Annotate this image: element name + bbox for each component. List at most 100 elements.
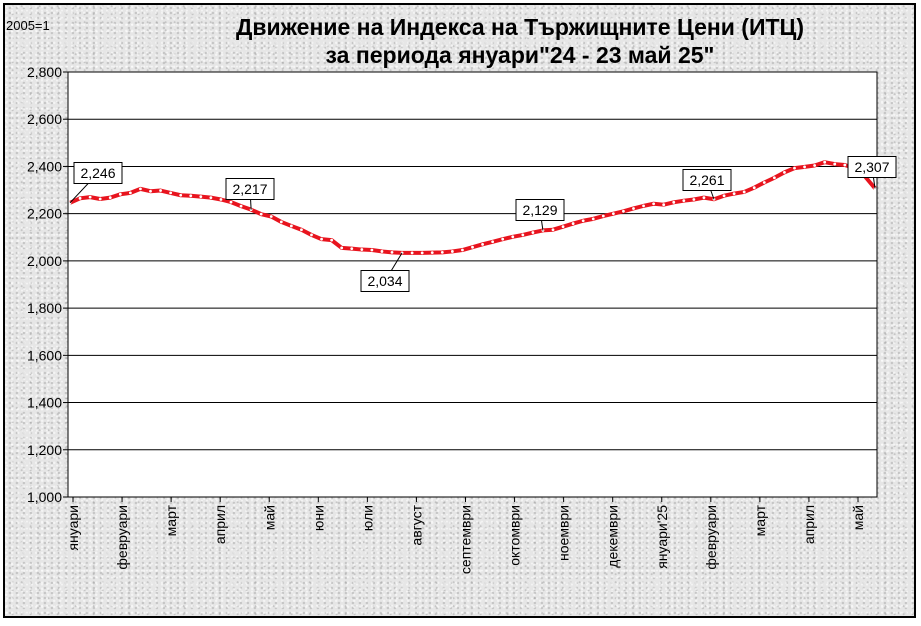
data-point: [662, 203, 666, 207]
data-point: [98, 197, 102, 201]
y-tick-label: 2,000: [27, 253, 62, 269]
y-tick-label: 2,800: [27, 64, 62, 80]
data-point: [611, 212, 615, 216]
data-point: [692, 198, 696, 201]
data-label: 2,034: [367, 273, 402, 289]
series-group: [68, 160, 877, 255]
data-label-box: [360, 270, 410, 292]
data-point: [672, 200, 676, 204]
data-point: [360, 248, 364, 251]
y-tick-label: 1,800: [27, 300, 62, 316]
chart-subtitle: за периода януари"24 - 23 май 25": [325, 42, 715, 68]
data-point: [551, 228, 555, 232]
data-point: [370, 248, 374, 252]
y-tick-label: 1,600: [27, 347, 62, 363]
data-point: [501, 237, 505, 241]
data-point: [511, 235, 515, 239]
data-point: [833, 162, 837, 166]
data-point: [219, 198, 223, 201]
data-point: [642, 204, 645, 208]
data-point: [813, 164, 817, 167]
data-point: [118, 192, 122, 196]
x-tick-label: юли: [359, 505, 375, 531]
data-point: [350, 247, 354, 251]
data-point: [330, 238, 334, 242]
data-point: [732, 192, 736, 195]
y-tick-label: 2,400: [27, 158, 62, 174]
data-point: [108, 196, 112, 200]
data-point: [259, 212, 263, 216]
data-point: [88, 195, 92, 199]
data-label: 2,307: [854, 159, 889, 175]
data-point: [521, 233, 525, 237]
data-point: [803, 165, 806, 169]
data-point: [179, 193, 183, 197]
data-point: [481, 242, 484, 246]
data-point: [581, 219, 585, 223]
data-point: [289, 224, 293, 228]
data-point: [793, 166, 796, 170]
data-point: [269, 215, 273, 218]
x-tick-label: октомври: [507, 505, 523, 566]
x-tick-label: септември: [458, 505, 474, 574]
data-point: [491, 240, 495, 244]
x-tick-label: ноември: [556, 505, 572, 561]
data-point: [430, 251, 434, 255]
x-tick-label: януари: [65, 505, 81, 551]
data-label: 2,217: [232, 181, 267, 197]
data-label-box: [847, 156, 897, 178]
data-point: [461, 248, 464, 252]
x-tick-label: февруари: [703, 505, 719, 570]
data-point: [189, 194, 193, 198]
data-point: [450, 250, 454, 253]
y-tick-label: 1,000: [27, 489, 62, 505]
y-tick-label: 2,600: [27, 111, 62, 127]
data-point: [390, 250, 394, 254]
data-point: [340, 246, 344, 250]
data-label-box: [682, 169, 732, 191]
data-point: [823, 160, 827, 164]
data-label: 2,246: [80, 165, 115, 181]
data-point: [752, 186, 756, 190]
data-point: [783, 170, 786, 174]
data-point: [229, 200, 233, 204]
data-point: [722, 194, 726, 198]
x-tick-label: май: [850, 505, 866, 530]
data-point: [571, 222, 575, 225]
data-point: [199, 195, 203, 199]
data-point: [410, 251, 414, 255]
data-point: [149, 189, 152, 193]
data-point: [440, 250, 444, 254]
data-point: [279, 220, 283, 224]
y-tick-label: 1,200: [27, 442, 62, 458]
grid-lines: [68, 71, 877, 498]
data-point: [632, 207, 635, 210]
data-point: [762, 181, 766, 184]
data-point: [772, 176, 776, 180]
data-point: [159, 189, 162, 192]
x-tick-label: март: [752, 504, 768, 536]
data-label: 2,261: [689, 172, 724, 188]
data-point: [169, 191, 173, 195]
x-tick-label: март: [163, 504, 179, 536]
data-point: [742, 190, 746, 194]
data-point: [78, 196, 82, 200]
data-point: [209, 196, 213, 200]
y-tick-label: 1,400: [27, 395, 62, 411]
data-point: [420, 251, 424, 255]
plot-area: [67, 71, 878, 498]
data-point: [139, 187, 142, 191]
x-tick-label: януари'25: [654, 505, 670, 569]
data-point: [380, 250, 384, 253]
data-point: [531, 231, 535, 234]
data-point: [320, 237, 323, 241]
data-label-box: [225, 178, 275, 200]
data-point: [310, 233, 313, 237]
data-point: [682, 199, 686, 203]
x-tick-label: декември: [605, 505, 621, 568]
x-tick-label: февруари: [114, 505, 130, 570]
data-point: [591, 217, 595, 221]
data-point: [843, 163, 847, 167]
data-point: [652, 202, 656, 206]
